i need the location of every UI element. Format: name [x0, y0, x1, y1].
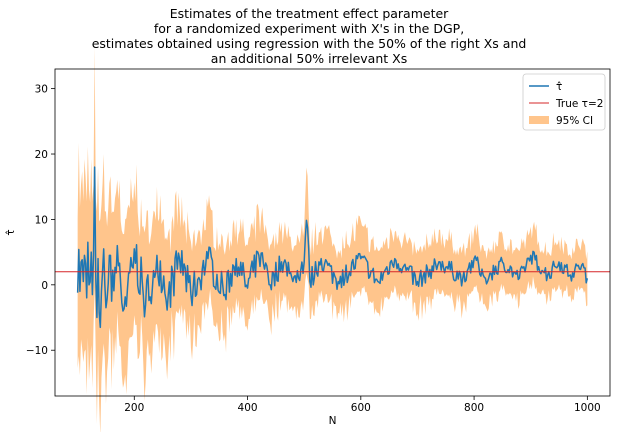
y-tick-label: 20 [35, 149, 48, 161]
axes: 200 400 600 800 1000 −10 0 10 20 30 Nτ̂ [5, 68, 611, 427]
chart-title-line-3: estimates obtained using regression with… [91, 36, 527, 51]
legend: τ̂ True τ=2 95% CI [522, 73, 606, 131]
y-tick-label: 0 [41, 280, 48, 292]
y-tick-label: −10 [26, 345, 48, 357]
x-tick-label: 600 [351, 402, 371, 414]
plot-frame [54, 68, 611, 397]
y-axis-label: τ̂ [5, 229, 17, 235]
x-axis-label: N [329, 415, 337, 427]
chart-title-line-2: for a randomized experiment with X's in … [153, 21, 465, 36]
chart-title-line-4: an additional 50% irrelevant Xs [210, 51, 408, 66]
legend-label-ci: 95% CI [556, 115, 593, 127]
x-tick-label: 200 [124, 402, 144, 414]
plot-area [55, 46, 610, 432]
x-tick-label: 800 [464, 402, 484, 414]
legend-label-estimate: τ̂ [556, 81, 562, 93]
chart-title-line-1: Estimates of the treatment effect parame… [169, 6, 449, 21]
y-tick-label: 30 [35, 84, 48, 96]
ci-band [77, 46, 588, 432]
y-tick-label: 10 [35, 214, 48, 226]
legend-swatch-ci [529, 116, 549, 124]
legend-label-true_value: True τ=2 [555, 98, 603, 110]
x-tick-label: 400 [238, 402, 258, 414]
estimate-line [76, 166, 589, 329]
x-tick-label: 1000 [574, 402, 601, 414]
